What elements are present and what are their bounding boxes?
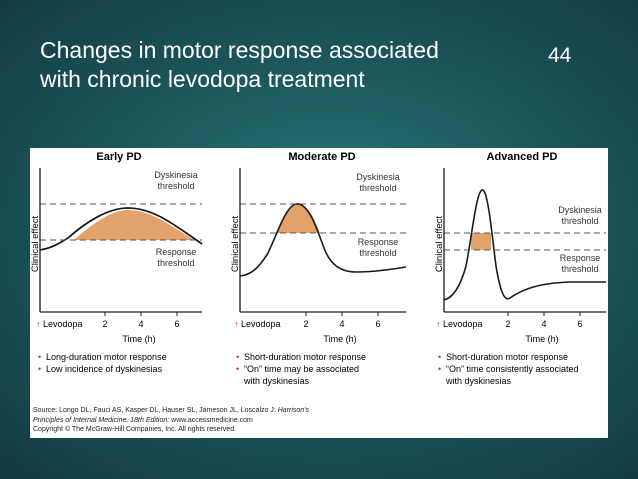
- slide-title-line-2: with chronic levodopa treatment: [40, 66, 365, 92]
- levodopa-arrow: ↑: [36, 319, 41, 329]
- x-axis-label: Time (h): [525, 334, 558, 344]
- bullet-text: Long-duration motor response: [46, 352, 167, 362]
- dyskinesia-label-line-2: threshold: [157, 181, 194, 191]
- bullet-text: Short-duration motor response: [244, 352, 366, 362]
- bullet-icon: •: [236, 364, 239, 374]
- x-axis-label: Time (h): [323, 334, 356, 344]
- response-curve: [239, 203, 407, 277]
- bullet-text: with dyskinesias: [243, 376, 310, 386]
- panel-title: Early PD: [96, 151, 141, 163]
- source-prefix: Source: Longo DL, Fauci AS, Kasper DL, H…: [33, 407, 276, 414]
- bullet-text: “On” time consistently associated: [446, 364, 579, 374]
- levodopa-arrow: ↑: [234, 319, 239, 329]
- x-tick-label: 2: [303, 319, 308, 329]
- levodopa-label: Levodopa: [241, 319, 281, 329]
- slide-title-line-1: Changes in motor response associated: [40, 37, 439, 63]
- x-tick-label: 4: [541, 319, 546, 329]
- copyright: Copyright © The McGraw-Hill Companies, I…: [33, 426, 237, 433]
- x-tick-label: 4: [138, 319, 143, 329]
- panel-advanced-pd: Advanced PD Clinical effect Dyskinesia t…: [434, 151, 606, 386]
- y-axis-label: Clinical effect: [434, 215, 445, 272]
- x-tick-label: 6: [375, 319, 380, 329]
- levodopa-figure: Early PD Clinical effect Dyskinesia thre…: [30, 148, 608, 438]
- dyskinesia-label-line-2: threshold: [561, 216, 598, 226]
- x-axis-label: Time (h): [122, 334, 155, 344]
- y-axis-label: Clinical effect: [30, 215, 41, 272]
- slide-number: 44: [548, 44, 572, 67]
- bullet-text: with dyskinesias: [445, 376, 512, 386]
- y-axis-label: Clinical effect: [230, 215, 241, 272]
- response-label-line-1: Response: [560, 253, 601, 263]
- motor-response-shaded-area: [40, 210, 194, 240]
- bullet-text: Short-duration motor response: [446, 352, 568, 362]
- x-tick-label: 6: [174, 319, 179, 329]
- bullet-text: Low incidence of dyskinesias: [46, 364, 163, 374]
- levodopa-label: Levodopa: [443, 319, 483, 329]
- bullet-icon: •: [38, 364, 41, 374]
- bullet-icon: •: [438, 364, 441, 374]
- panel-moderate-pd: Moderate PD Clinical effect Dyskinesia t…: [230, 151, 407, 386]
- x-tick-label: 2: [102, 319, 107, 329]
- bullet-icon: •: [236, 352, 239, 362]
- x-tick-label: 2: [505, 319, 510, 329]
- response-label-line-2: threshold: [561, 264, 598, 274]
- source-citation: Source: Longo DL, Fauci AS, Kasper DL, H…: [33, 406, 553, 435]
- panel-title: Advanced PD: [487, 151, 558, 163]
- levodopa-arrow: ↑: [436, 319, 441, 329]
- slide-title: Changes in motor response associated wit…: [40, 36, 520, 94]
- response-label-line-1: Response: [156, 247, 197, 257]
- source-book: Harrison's: [277, 407, 310, 414]
- bullet-icon: •: [38, 352, 41, 362]
- dyskinesia-label-line-1: Dyskinesia: [356, 172, 400, 182]
- dyskinesia-label-line-1: Dyskinesia: [154, 170, 198, 180]
- dyskinesia-label-line-1: Dyskinesia: [558, 205, 602, 215]
- response-label-line-2: threshold: [157, 258, 194, 268]
- dyskinesia-label-line-2: threshold: [359, 183, 396, 193]
- response-curve-overlay: [39, 207, 203, 251]
- response-label-line-2: threshold: [359, 248, 396, 258]
- levodopa-diagram: Early PD Clinical effect Dyskinesia thre…: [30, 151, 606, 386]
- response-label-line-1: Response: [358, 237, 399, 247]
- bullet-icon: •: [438, 352, 441, 362]
- bullet-text: “On” time may be associated: [244, 364, 359, 374]
- motor-response-shaded-area: [471, 233, 491, 250]
- x-tick-label: 4: [339, 319, 344, 329]
- panel-early-pd: Early PD Clinical effect Dyskinesia thre…: [30, 151, 203, 374]
- x-tick-label: 6: [577, 319, 582, 329]
- response-curve: [443, 189, 606, 301]
- source-url[interactable]: www.accessmedicine.com: [171, 416, 253, 424]
- levodopa-label: Levodopa: [43, 319, 83, 329]
- source-book-edition: Principles of Internal Medicine, 18th Ed…: [33, 416, 170, 424]
- panel-title: Moderate PD: [288, 151, 355, 163]
